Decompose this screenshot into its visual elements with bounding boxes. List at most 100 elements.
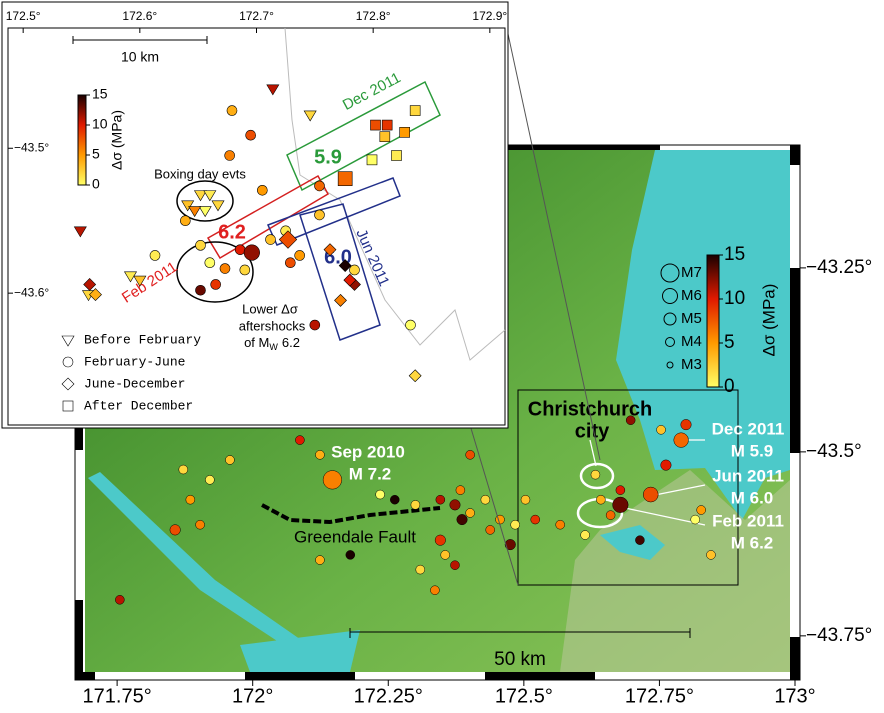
event xyxy=(334,293,347,307)
event xyxy=(83,278,97,291)
event xyxy=(434,534,446,546)
event xyxy=(379,131,391,142)
x-tick-label: 172.9° xyxy=(472,9,507,23)
event xyxy=(605,510,616,520)
event xyxy=(456,514,468,526)
legend-symbol xyxy=(61,377,75,391)
event-label: Jun 2011 xyxy=(712,466,784,485)
event xyxy=(660,459,672,471)
fault-box xyxy=(299,203,381,341)
event xyxy=(133,275,147,287)
coastline xyxy=(284,27,506,361)
fault-trace xyxy=(261,503,441,525)
x-tick-label: 172.5° xyxy=(6,9,41,23)
annotation: aftershocks xyxy=(239,318,306,333)
scale-bar-label: 10 km xyxy=(121,49,159,65)
event xyxy=(315,555,325,565)
event xyxy=(430,585,440,595)
event xyxy=(345,550,356,560)
fault-box xyxy=(286,80,441,192)
cluster-ellipse xyxy=(176,241,254,303)
event xyxy=(210,279,221,290)
annotation: Lower Δσ xyxy=(242,301,298,316)
colorbar-label: Δσ (MPa) xyxy=(109,110,125,170)
event xyxy=(203,190,217,202)
event xyxy=(314,180,325,192)
y-tick-label: −43.5° xyxy=(14,140,49,154)
event xyxy=(278,230,298,249)
legend-label: M4 xyxy=(681,333,702,350)
event xyxy=(198,206,212,218)
legend-label: February-June xyxy=(84,354,185,369)
event xyxy=(239,264,251,276)
fault-box xyxy=(206,174,330,260)
event xyxy=(485,525,495,535)
event xyxy=(590,469,601,480)
event xyxy=(195,519,205,530)
inset-outline xyxy=(517,389,739,586)
event xyxy=(257,184,268,196)
legend-label: M7 xyxy=(681,264,702,281)
event xyxy=(399,127,410,138)
event xyxy=(234,244,246,255)
event-label: Sep 2010 xyxy=(331,442,405,461)
inset-connector xyxy=(469,424,519,586)
colorbar-tick-label: 10 xyxy=(724,288,745,309)
event xyxy=(465,508,475,518)
event xyxy=(225,455,235,465)
magnitude-label: 6.2 xyxy=(218,221,246,243)
event xyxy=(504,539,516,551)
event xyxy=(449,499,461,511)
colorbar-label: Δσ (MPa) xyxy=(759,284,778,357)
event xyxy=(495,514,505,525)
colorbar-tick-label: 5 xyxy=(92,146,100,162)
x-tick-label: 171.75° xyxy=(83,685,152,707)
city-label: city xyxy=(575,420,610,442)
event-label: M 7.2 xyxy=(349,464,392,483)
event xyxy=(211,200,225,212)
lake xyxy=(240,630,360,672)
event xyxy=(285,257,296,269)
event xyxy=(349,264,360,276)
legend-label: June-December xyxy=(84,376,185,391)
legend-symbol xyxy=(665,337,675,347)
event xyxy=(690,514,700,525)
colorbar-tick-label: 0 xyxy=(92,176,100,192)
event xyxy=(612,496,629,513)
event xyxy=(243,244,260,261)
event xyxy=(73,226,87,238)
event xyxy=(323,243,337,257)
event xyxy=(635,535,645,545)
event xyxy=(245,129,256,141)
event xyxy=(219,263,231,274)
event xyxy=(181,200,195,212)
event xyxy=(390,494,400,505)
event xyxy=(309,319,321,331)
legend-symbol xyxy=(662,288,678,304)
event xyxy=(410,500,421,510)
event xyxy=(195,240,206,251)
legend-symbol xyxy=(62,356,74,368)
event xyxy=(343,273,357,287)
event xyxy=(337,171,353,187)
event xyxy=(680,419,692,431)
event xyxy=(391,150,402,161)
y-tick-label: −43.6° xyxy=(14,285,49,299)
event xyxy=(530,514,540,525)
event xyxy=(338,259,352,273)
event xyxy=(455,485,466,495)
colorbar-tick-label: 10 xyxy=(92,116,108,132)
event xyxy=(450,560,460,570)
event xyxy=(180,215,191,227)
event xyxy=(615,485,626,495)
legend-symbol xyxy=(62,400,74,412)
event xyxy=(294,250,305,261)
event-label: M 5.9 xyxy=(731,441,774,460)
event xyxy=(295,435,305,445)
x-tick-label: 172.6° xyxy=(122,9,157,23)
legend-symbol xyxy=(61,335,75,347)
event xyxy=(178,464,189,475)
event xyxy=(169,524,181,536)
event xyxy=(409,105,421,116)
